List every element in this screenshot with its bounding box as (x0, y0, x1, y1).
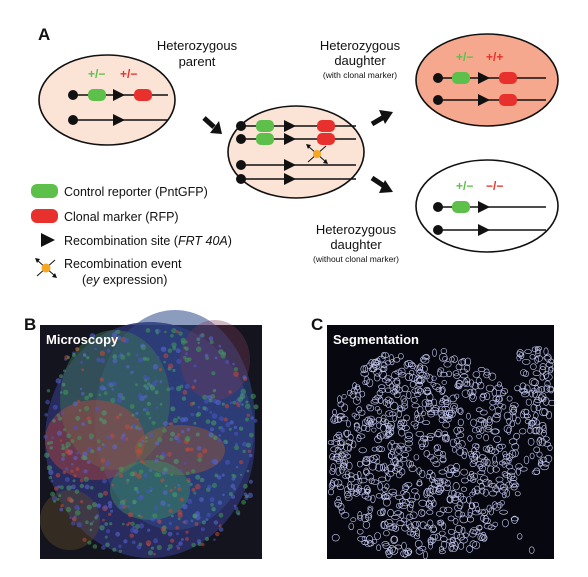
legend-green-swatch (31, 184, 58, 198)
legend-recombination-site: Recombination site (FRT 40A) (64, 234, 232, 248)
panel-b-label: B (24, 315, 36, 334)
daughter2-title-line2: daughter (330, 237, 382, 252)
daughter1-red-genotype: +/+ (486, 50, 503, 64)
daughter2-red-genotype: −/− (486, 179, 503, 193)
daughter1-title-line1: Heterozygous (320, 38, 401, 53)
daughter-cell-with-marker: +/− +/+ (415, 33, 559, 127)
frt-site-icon (113, 89, 125, 101)
parent-red-genotype: +/− (120, 67, 137, 81)
microscopy-image: Microscopy (40, 310, 262, 559)
recombination-event-icon (306, 144, 328, 164)
microscopy-label: Microscopy (46, 332, 119, 347)
arrow-icon (370, 175, 393, 193)
centromere-icon (68, 115, 78, 125)
arrow-icon (370, 110, 393, 127)
legend-clonal-marker: Clonal marker (RFP) (64, 210, 179, 224)
daughter2-title-line1: Heterozygous (316, 222, 397, 237)
arrow-icon (202, 116, 222, 134)
daughter1-title-line2: daughter (334, 53, 386, 68)
panel-a-label: A (38, 25, 50, 44)
parent-title-line2: parent (179, 54, 216, 69)
centromere-icon (68, 90, 78, 100)
daughter1-green-genotype: +/− (456, 50, 473, 64)
legend-control-reporter: Control reporter (PntGFP) (64, 185, 208, 199)
daughter2-green-genotype: +/− (456, 179, 473, 193)
parent-green-genotype: +/− (88, 67, 105, 81)
segmentation-image: Segmentation (327, 325, 556, 560)
red-marker-icon (134, 89, 152, 101)
daughter2-note: (without clonal marker) (313, 254, 399, 264)
panel-c-label: C (311, 315, 323, 334)
legend-recombination-event-line1: Recombination event (64, 257, 182, 271)
legend-triangle-icon (41, 233, 55, 247)
green-reporter-icon (88, 89, 106, 101)
legend-recombination-event-icon (35, 258, 57, 278)
parent-title-line1: Heterozygous (157, 38, 238, 53)
dividing-cell (227, 105, 365, 199)
frt-site-icon (113, 114, 125, 126)
parent-cell: +/− +/− (38, 54, 176, 146)
daughter1-note: (with clonal marker) (323, 70, 397, 80)
legend-recombination-event-line2: (ey expression) (82, 273, 167, 287)
segmentation-label: Segmentation (333, 332, 419, 347)
daughter-cell-without-marker: +/− −/− (415, 159, 559, 253)
legend: Control reporter (PntGFP) Clonal marker … (31, 184, 232, 287)
legend-red-swatch (31, 209, 58, 223)
